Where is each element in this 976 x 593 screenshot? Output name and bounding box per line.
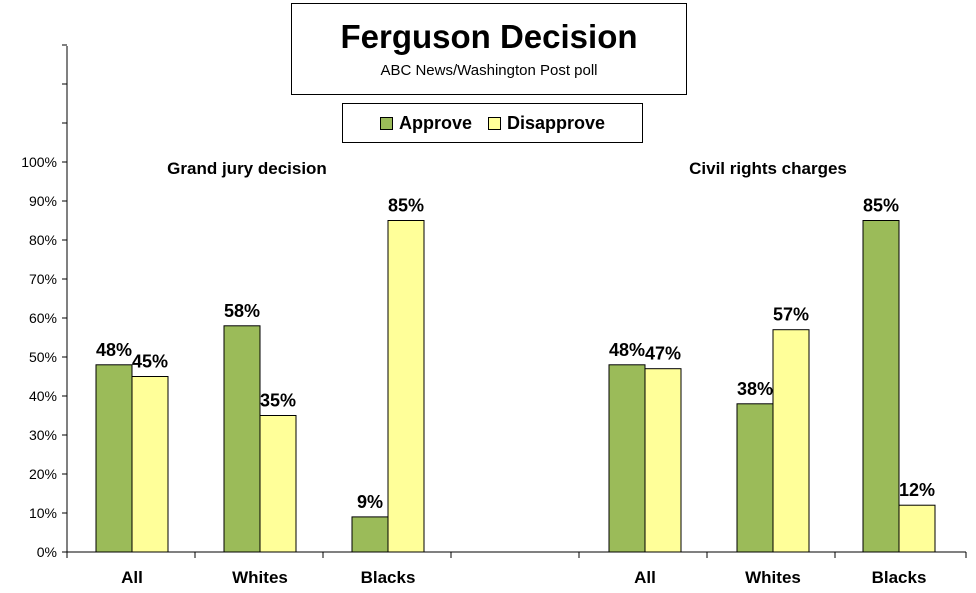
legend-swatch-approve: [379, 116, 393, 130]
data-label: 57%: [773, 305, 809, 325]
data-label: 12%: [899, 480, 935, 500]
chart-title-box: Ferguson Decision ABC News/Washington Po…: [291, 3, 687, 95]
axis-layer: [62, 44, 967, 558]
bar-approve-blacks: [351, 516, 389, 553]
y-tick-label: 50%: [29, 349, 57, 365]
bar-disapprove-all: [131, 376, 169, 553]
y-tick-label: 0%: [37, 544, 57, 560]
legend-item-approve: Approve: [379, 112, 472, 134]
y-tick-label: 90%: [29, 193, 57, 209]
data-label: 35%: [260, 391, 296, 411]
bar-approve-whites: [736, 403, 774, 553]
bar-disapprove-whites: [259, 415, 297, 553]
data-label: 9%: [357, 492, 383, 512]
legend: Approve Disapprove: [342, 103, 643, 143]
y-tick-label: 30%: [29, 427, 57, 443]
data-label: 47%: [645, 344, 681, 364]
bar-approve-all: [608, 364, 646, 553]
y-tick-label: 20%: [29, 466, 57, 482]
bar-disapprove-blacks: [898, 504, 936, 553]
group-title: Grand jury decision: [167, 159, 327, 178]
x-category-label: Blacks: [872, 568, 927, 587]
data-label: 85%: [388, 196, 424, 216]
x-category-label: Whites: [232, 568, 288, 587]
data-label: 38%: [737, 379, 773, 399]
bar-approve-blacks: [862, 220, 900, 553]
group-title: Civil rights charges: [689, 159, 847, 178]
x-category-label: All: [121, 568, 143, 587]
bar-disapprove-whites: [772, 329, 810, 553]
y-tick-label: 80%: [29, 232, 57, 248]
labels-layer: 0% 10% 20% 30% 40% 50% 60% 70% 80% 90% 100% Grand j…: [21, 154, 935, 587]
data-label: 58%: [224, 301, 260, 321]
legend-swatch-disapprove: [487, 116, 501, 130]
x-category-label: Whites: [745, 568, 801, 587]
chart-title: Ferguson Decision: [340, 18, 638, 55]
bars-layer: [95, 220, 936, 553]
x-category-label: All: [634, 568, 656, 587]
bar-approve-all: [95, 364, 133, 553]
bar-disapprove-blacks: [387, 220, 425, 553]
y-tick-label: 60%: [29, 310, 57, 326]
y-tick-label: 100%: [21, 154, 57, 170]
bar-disapprove-all: [644, 368, 682, 553]
x-category-label: Blacks: [361, 568, 416, 587]
data-label: 48%: [609, 340, 645, 360]
y-tick-label: 40%: [29, 388, 57, 404]
data-label: 45%: [132, 352, 168, 372]
data-label: 48%: [96, 340, 132, 360]
chart-subtitle: ABC News/Washington Post poll: [380, 62, 598, 79]
legend-label-approve: Approve: [398, 112, 472, 133]
y-tick-label: 70%: [29, 271, 57, 287]
legend-label-disapprove: Disapprove: [506, 112, 606, 133]
bar-approve-whites: [223, 325, 261, 553]
legend-item-disapprove: Disapprove: [487, 112, 606, 134]
y-tick-label: 10%: [29, 505, 57, 521]
data-label: 85%: [863, 196, 899, 216]
